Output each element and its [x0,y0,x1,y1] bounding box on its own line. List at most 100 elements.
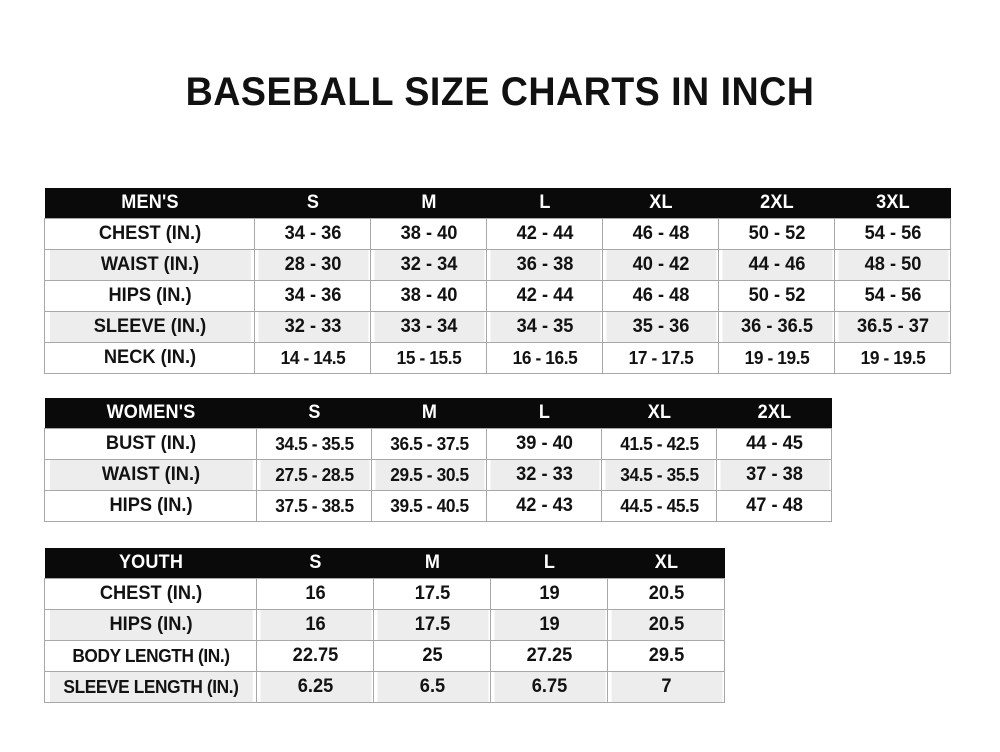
cell-value: 50 - 52 [720,218,833,250]
cell-value: 41.5 - 42.5 [603,428,715,460]
table-row: HIPS (IN.) 16 17.5 19 20.5 [45,609,725,641]
youth-header-m: M [376,548,488,579]
youth-header-category: YOUTH [49,548,252,579]
cell-value: 42 - 44 [488,280,601,312]
cell-value: 20.5 [609,578,723,610]
cell-value: 16 [258,578,372,610]
cell-value: 16 - 16.5 [488,342,601,374]
youth-header-l: L [493,548,605,579]
youth-header-xl: XL [610,548,722,579]
cell-value: 19 - 19.5 [836,342,949,374]
cell-value: 25 [375,640,489,672]
cell-value: 22.75 [258,640,372,672]
cell-value: 46 - 48 [604,218,717,250]
cell-value: 27.5 - 28.5 [258,459,370,491]
cell-value: 36.5 - 37 [836,311,949,343]
cell-value: 44 - 45 [718,428,830,460]
cell-value: 38 - 40 [372,280,485,312]
cell-value: 32 - 34 [372,249,485,281]
youth-size-table: YOUTH S M L XL CHEST (IN.) 16 17.5 19 20… [44,548,725,703]
cell-value: 47 - 48 [718,490,830,522]
row-label: WAIST (IN.) [48,249,251,281]
table-row: BUST (IN.) 34.5 - 35.5 36.5 - 37.5 39 - … [45,428,832,460]
page-title: BASEBALL SIZE CHARTS IN INCH [185,70,815,114]
cell-value: 39.5 - 40.5 [373,490,485,522]
table-row: HIPS (IN.) 34 - 36 38 - 40 42 - 44 46 - … [45,280,951,312]
cell-value: 32 - 33 [488,459,600,491]
row-label: CHEST (IN.) [48,578,253,610]
cell-value: 19 [492,609,606,641]
cell-value: 15 - 15.5 [372,342,485,374]
table-row: WAIST (IN.) 28 - 30 32 - 34 36 - 38 40 -… [45,249,951,281]
cell-value: 14 - 14.5 [256,342,369,374]
cell-value: 34.5 - 35.5 [603,459,715,491]
cell-value: 35 - 36 [604,311,717,343]
table-row: SLEEVE LENGTH (IN.) 6.25 6.5 6.75 7 [45,671,725,703]
table-row: BODY LENGTH (IN.) 22.75 25 27.25 29.5 [45,640,725,672]
cell-value: 40 - 42 [604,249,717,281]
cell-value: 34 - 35 [488,311,601,343]
cell-value: 29.5 - 30.5 [373,459,485,491]
mens-header-row: MEN'S S M L XL 2XL 3XL [44,188,951,219]
cell-value: 29.5 [609,640,723,672]
cell-value: 44 - 46 [720,249,833,281]
row-label: SLEEVE LENGTH (IN.) [48,671,253,703]
cell-value: 42 - 43 [488,490,600,522]
womens-header-s: S [259,398,369,429]
cell-value: 16 [258,609,372,641]
cell-value: 36 - 36.5 [720,311,833,343]
cell-value: 6.5 [375,671,489,703]
cell-value: 19 [492,578,606,610]
youth-header-s: S [259,548,371,579]
cell-value: 17.5 [375,578,489,610]
womens-header-l: L [489,398,599,429]
cell-value: 33 - 34 [372,311,485,343]
cell-value: 50 - 52 [720,280,833,312]
cell-value: 17 - 17.5 [604,342,717,374]
cell-value: 6.25 [258,671,372,703]
mens-header-l: L [489,188,600,219]
cell-value: 54 - 56 [836,280,949,312]
row-label: SLEEVE (IN.) [48,311,251,343]
row-label: HIPS (IN.) [48,280,251,312]
cell-value: 46 - 48 [604,280,717,312]
mens-size-table: MEN'S S M L XL 2XL 3XL CHEST (IN.) 34 - … [44,188,951,374]
table-row: CHEST (IN.) 16 17.5 19 20.5 [45,578,725,610]
cell-value: 28 - 30 [256,249,369,281]
mens-header-xl: XL [605,188,716,219]
row-label: HIPS (IN.) [48,609,253,641]
row-label: NECK (IN.) [48,342,251,374]
mens-header-category: MEN'S [49,188,250,219]
womens-header-category: WOMEN'S [49,398,252,429]
cell-value: 20.5 [609,609,723,641]
cell-value: 44.5 - 45.5 [603,490,715,522]
cell-value: 27.25 [492,640,606,672]
row-label: HIPS (IN.) [48,490,253,522]
youth-header-row: YOUTH S M L XL [44,548,725,579]
table-row: WAIST (IN.) 27.5 - 28.5 29.5 - 30.5 32 -… [45,459,832,491]
cell-value: 7 [609,671,723,703]
cell-value: 36 - 38 [488,249,601,281]
table-row: SLEEVE (IN.) 32 - 33 33 - 34 34 - 35 35 … [45,311,951,343]
cell-value: 54 - 56 [836,218,949,250]
cell-value: 38 - 40 [372,218,485,250]
womens-header-2xl: 2XL [719,398,829,429]
cell-value: 36.5 - 37.5 [373,428,485,460]
row-label: CHEST (IN.) [48,218,251,250]
cell-value: 17.5 [375,609,489,641]
cell-value: 42 - 44 [488,218,601,250]
mens-header-3xl: 3XL [837,188,948,219]
womens-size-table: WOMEN'S S M L XL 2XL BUST (IN.) 34.5 - 3… [44,398,832,522]
row-label: BUST (IN.) [48,428,253,460]
cell-value: 34 - 36 [256,218,369,250]
cell-value: 48 - 50 [836,249,949,281]
row-label: BODY LENGTH (IN.) [48,640,253,672]
cell-value: 19 - 19.5 [720,342,833,374]
mens-header-2xl: 2XL [721,188,832,219]
row-label: WAIST (IN.) [48,459,253,491]
womens-header-m: M [374,398,484,429]
womens-header-xl: XL [604,398,714,429]
cell-value: 34.5 - 35.5 [258,428,370,460]
cell-value: 37 - 38 [718,459,830,491]
